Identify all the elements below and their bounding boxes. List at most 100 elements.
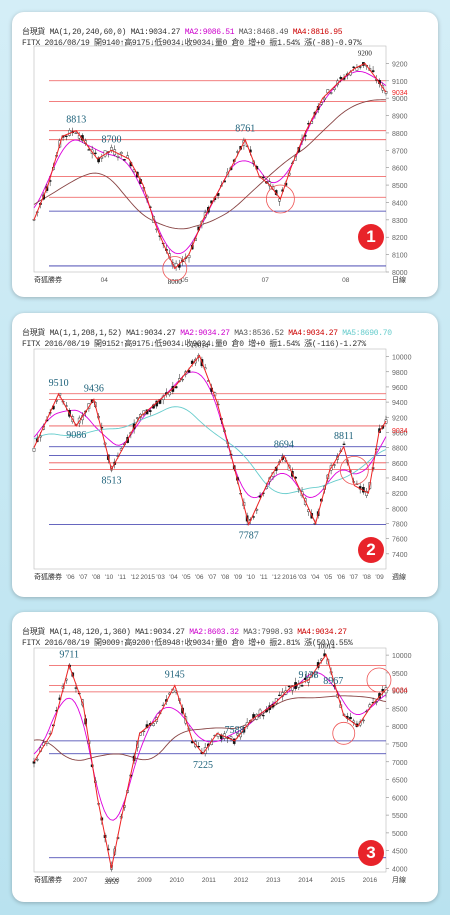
x-tick-label: '08 (92, 574, 101, 581)
chart-header-ma: 台現貨 MA(1,1,208,1,52) MA1:9034.27 MA2:903… (22, 329, 392, 338)
candle-body (303, 677, 307, 680)
y-tick-label: 8300 (392, 218, 408, 225)
panel-number-badge: 3 (358, 840, 384, 866)
plot-frame (33, 45, 387, 273)
price-annotation: 3955 (104, 878, 119, 886)
y-tick-label: 8800 (392, 446, 408, 453)
x-tick-label: '10 (105, 574, 114, 581)
x-tick-label: '06 (337, 574, 346, 581)
y-tick-label: 4000 (392, 866, 408, 873)
y-tick-label: 7000 (392, 760, 408, 767)
candle-body (168, 392, 171, 396)
x-tick-label: '07 (79, 574, 88, 581)
x-tick-label: '07 (208, 574, 217, 581)
chart-header-quote: FITX 2016/08/19 開9009↑高9200↑低8948↑收9034↑… (22, 639, 353, 648)
price-annotation: 8700 (101, 134, 121, 145)
price-annotation: 9436 (84, 383, 104, 394)
candle-body (339, 77, 343, 80)
price-annotation: 9711 (59, 649, 79, 660)
candle-body (371, 70, 375, 73)
x-tick-label: '09 (375, 574, 384, 581)
candle-body (278, 694, 281, 696)
chart-header-quote: FITX 2016/08/19 開9140↑高9175↓低9034↓收9034↓… (22, 39, 362, 48)
x-tick-label: 2010 (169, 877, 184, 884)
y-tick-label: 8900 (392, 114, 408, 121)
price-annotation: 7787 (239, 530, 259, 541)
x-tick-label: 07 (262, 277, 270, 284)
chart-panel-daily: 台現貨 MA(1,20,240,60,0) MA1:9034.27 MA2:90… (12, 12, 438, 297)
chart-header-ma: 台現貨 MA(1,48,120,1,360) MA1:9034.27 MA2:8… (22, 628, 347, 637)
plot-frame (33, 348, 387, 570)
candle-body (323, 97, 326, 100)
y-tick-label: 7400 (392, 552, 408, 559)
y-tick-label: 4500 (392, 849, 408, 856)
candle-body (374, 701, 378, 703)
x-tick-label: 2011 (202, 877, 216, 884)
candle-body (136, 417, 139, 419)
y-tick-label: 10000 (392, 355, 412, 362)
x-tick-label: 2015 (140, 574, 155, 581)
y-tick-label: 5500 (392, 813, 408, 820)
y-tick-label: 9100 (392, 79, 408, 86)
candle-body (365, 490, 368, 496)
x-tick-label: '07 (350, 574, 359, 581)
candle-body (87, 149, 91, 151)
moving-average-short (33, 371, 387, 499)
price-annotation: 9510 (49, 378, 69, 389)
x-tick-label: 2014 (298, 877, 313, 884)
y-tick-label: 8000 (392, 506, 408, 513)
last-price-label: 9034 (392, 428, 408, 435)
price-annotation: 9145 (165, 670, 185, 681)
y-tick-label: 8600 (392, 166, 408, 173)
y-tick-label: 9200 (392, 415, 408, 422)
candle-body (64, 135, 68, 137)
price-annotation: 9200 (358, 49, 373, 57)
trend-zigzag-line (33, 62, 387, 270)
candle-body (190, 360, 194, 364)
candle-body (119, 152, 123, 155)
y-tick-label: 7800 (392, 521, 408, 528)
highlight-circle (366, 667, 392, 693)
y-tick-label: 9000 (392, 96, 408, 103)
x-tick-label: 2016 (363, 877, 378, 884)
candle-body (123, 159, 126, 161)
y-tick-label: 7600 (392, 537, 408, 544)
price-annotation: 8513 (101, 475, 121, 486)
price-annotation: 10014 (317, 643, 335, 651)
last-price-label: 9034 (392, 90, 408, 97)
chart-header-ma: 台現貨 MA(1,20,240,60,0) MA1:9034.27 MA2:90… (22, 28, 343, 37)
x-tick-label: '08 (362, 574, 371, 581)
price-annotation: 8967 (323, 676, 343, 687)
x-tick-label: '04 (311, 574, 320, 581)
x-tick-label: 2013 (266, 877, 281, 884)
candle-body (278, 198, 281, 202)
x-tick-label: '04 (169, 574, 178, 581)
x-tick-label: '09 (234, 574, 243, 581)
y-tick-label: 9500 (392, 671, 408, 678)
moving-average-short (33, 672, 387, 821)
candle-body (236, 151, 239, 153)
price-annotation: 10014 (191, 342, 209, 350)
candle-body (252, 516, 255, 518)
x-tick-label: '12 (131, 574, 140, 581)
y-tick-label: 9000 (392, 430, 408, 437)
y-tick-label: 8100 (392, 253, 408, 260)
panel-number-badge: 1 (358, 224, 384, 250)
x-tick-label: 08 (342, 277, 350, 284)
price-annotation: 7225 (193, 760, 213, 771)
candle-body (291, 685, 294, 691)
price-annotation: 8811 (334, 431, 354, 442)
x-tick-label: '05 (182, 574, 191, 581)
candle-body (352, 66, 356, 68)
candle-body (362, 719, 365, 722)
moving-average-long (33, 695, 387, 761)
y-tick-label: 8400 (392, 476, 408, 483)
corner-label-left: 奇狐勝券 (34, 875, 62, 884)
highlight-circle (162, 256, 188, 281)
x-tick-label: 2015 (330, 877, 345, 884)
price-annotation: 8694 (274, 440, 294, 451)
candle-body (297, 683, 301, 688)
y-tick-label: 6500 (392, 778, 408, 785)
candlestick-chart-monthly: 10000 9500 9000 8500 8000 7500 7000 6500 6000 550… (32, 643, 412, 886)
x-tick-label: '11 (118, 574, 126, 581)
